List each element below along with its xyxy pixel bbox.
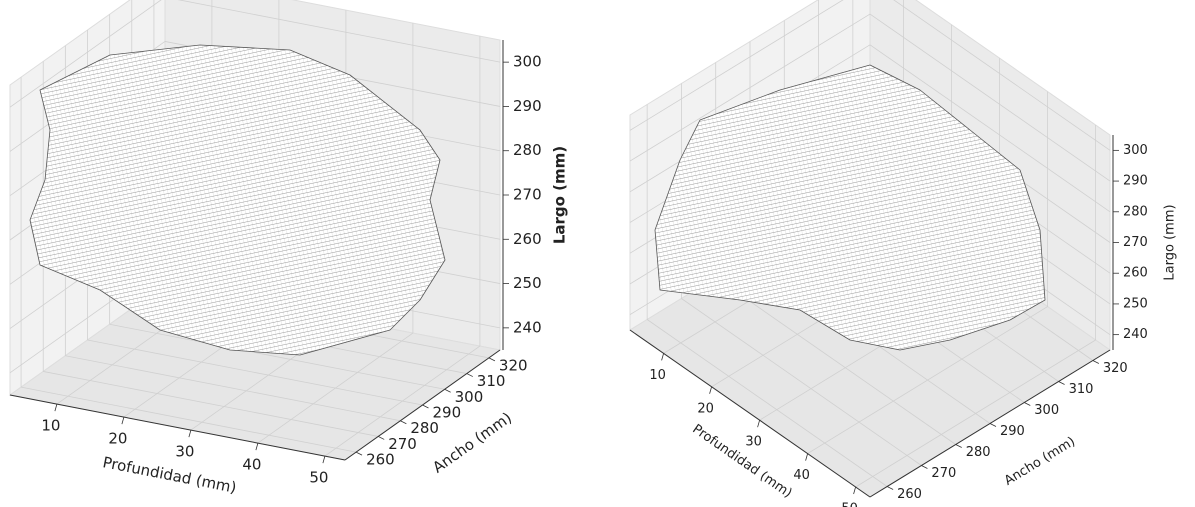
grid-line	[65, 355, 401, 422]
tick-mark	[400, 420, 407, 425]
y-tick-label: 310	[1069, 382, 1094, 397]
z-tick-label: 270	[513, 186, 542, 204]
z-tick-label: 240	[513, 318, 542, 336]
grid-line	[869, 44, 1111, 213]
z-axis-label: Largo (mm)	[1163, 204, 1178, 280]
grid-line	[715, 277, 956, 445]
z-tick-label: 290	[1123, 174, 1148, 189]
z-tick-label: 300	[1123, 143, 1148, 158]
x-tick-label: 40	[242, 456, 261, 474]
tick-mark	[757, 420, 760, 428]
mesh-surface	[654, 64, 1046, 351]
z-tick-label: 300	[513, 53, 542, 71]
grid-line	[9, 0, 162, 108]
x-tick-label: 30	[175, 443, 194, 461]
tick-mark	[54, 403, 58, 412]
tick-mark	[188, 429, 192, 438]
z-tick-label: 280	[513, 141, 542, 159]
tick-mark	[121, 416, 125, 425]
chart-3d: 10 20 30 40 50 260 270 280 290 300 310 320 240 250 260…	[629, 0, 1178, 507]
tick-mark	[921, 465, 928, 469]
tick-mark	[255, 442, 259, 451]
tick-mark	[805, 453, 808, 461]
x-tick-label: 20	[697, 401, 714, 416]
tick-mark	[853, 486, 856, 495]
tick-mark	[1092, 360, 1100, 364]
x-axis-label: Profundidad (mm)	[101, 453, 238, 497]
x-tick-label: 10	[41, 417, 60, 435]
z-tick-label: 260	[513, 230, 542, 248]
y-tick-label: 280	[410, 419, 439, 437]
grid-line	[20, 386, 357, 453]
y-axis-line	[344, 349, 501, 461]
grid-line	[681, 298, 922, 466]
y-tick-label: 300	[1034, 403, 1059, 418]
y-tick-label: 280	[966, 445, 991, 460]
tick-mark	[955, 444, 962, 448]
z-axis-label: Largo (mm)	[551, 146, 569, 244]
z-tick-label: 280	[1123, 204, 1148, 219]
x-tick-label: 50	[841, 501, 858, 507]
x-axis-line	[9, 394, 346, 461]
grid-line	[646, 319, 888, 487]
y-tick-label: 300	[455, 388, 484, 406]
tick-mark	[488, 357, 496, 362]
z-tick-label: 250	[513, 274, 542, 292]
z-tick-label: 260	[1123, 266, 1148, 281]
y-tick-label: 290	[433, 404, 462, 422]
grid-line	[109, 323, 445, 390]
x-tick-label: 20	[108, 430, 127, 448]
mesh-surface	[29, 44, 446, 356]
y-tick-label: 270	[931, 466, 956, 481]
tick-mark	[1024, 402, 1031, 406]
tick-mark	[322, 455, 326, 464]
y-tick-label: 310	[477, 372, 506, 390]
tick-mark	[886, 486, 894, 490]
y-axis-label: Ancho (mm)	[1002, 434, 1078, 489]
y-tick-label: 260	[897, 487, 922, 502]
tick-mark	[355, 451, 363, 456]
x-axis-line	[629, 329, 871, 498]
tick-mark	[378, 436, 385, 440]
y-tick-label: 260	[366, 451, 395, 469]
tick-mark	[661, 353, 664, 361]
x-tick-label: 40	[793, 468, 810, 483]
z-tick-label: 290	[513, 97, 542, 115]
grid-line	[43, 371, 379, 437]
y-tick-label: 270	[388, 435, 417, 453]
grid-line	[87, 339, 423, 406]
grid-line	[177, 0, 501, 63]
grid-line	[629, 0, 844, 131]
tick-mark	[466, 373, 473, 377]
z-tick-label: 250	[1123, 296, 1148, 311]
y-tick-label: 320	[1103, 361, 1128, 376]
x-tick-label: 30	[745, 435, 762, 450]
tick-mark	[422, 404, 429, 409]
x-tick-label: 10	[649, 368, 666, 383]
tick-mark	[989, 423, 997, 427]
y-tick-label: 320	[499, 356, 528, 374]
y-axis-line	[869, 349, 1111, 498]
z-tick-label: 240	[1123, 327, 1148, 342]
grid-line	[869, 13, 1111, 182]
chart-3d: 1020304050260270280290300310320240250260…	[8, 0, 569, 497]
x-tick-label: 50	[309, 469, 328, 487]
y-tick-label: 290	[1000, 424, 1025, 439]
tick-mark	[1058, 381, 1065, 385]
tick-mark	[444, 388, 451, 393]
grid-line	[893, 0, 1111, 151]
z-tick-label: 270	[1123, 235, 1148, 250]
plots: 1020304050260270280290300310320240250260…	[8, 0, 1178, 507]
tick-mark	[709, 386, 712, 394]
grid-line	[629, 13, 871, 162]
